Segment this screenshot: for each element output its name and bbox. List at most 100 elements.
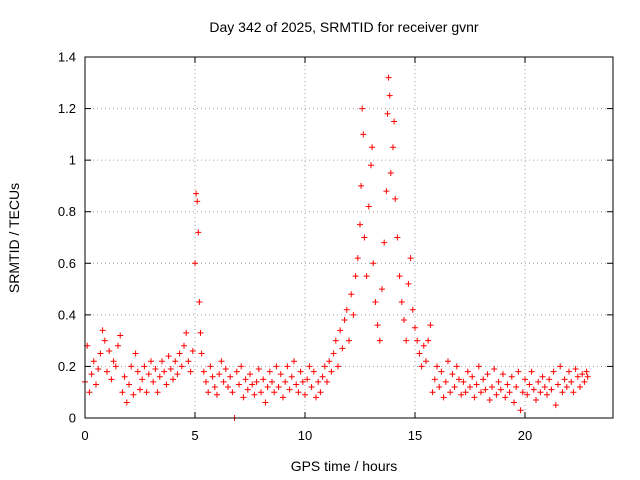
data-point [139, 376, 146, 383]
data-point [106, 347, 113, 354]
data-point [401, 317, 407, 324]
data-point [544, 391, 550, 398]
data-point [244, 386, 251, 393]
axis-ticks: 0 0.2 0.4 0.6 0.8 1 1.2 1.4 0 5 10 15 20 [58, 50, 613, 443]
data-point [379, 286, 385, 293]
data-point [502, 394, 509, 401]
y-tick-label: 0.6 [58, 256, 76, 271]
data-point [579, 371, 586, 378]
data-point [486, 396, 493, 403]
data-point [475, 363, 482, 370]
data-point [137, 386, 143, 393]
data-point [251, 391, 258, 398]
data-point [183, 329, 190, 336]
data-point [165, 353, 172, 360]
data-point [574, 373, 581, 380]
data-point [192, 260, 198, 267]
data-point [583, 368, 590, 375]
data-point [515, 368, 522, 375]
data-point [513, 384, 520, 391]
data-point [495, 378, 502, 385]
data-point [197, 329, 204, 336]
data-point [526, 381, 533, 388]
data-point [326, 358, 333, 365]
data-point [434, 363, 440, 370]
y-tick-label: 1 [69, 153, 76, 168]
data-point [128, 363, 135, 370]
data-point [273, 363, 280, 370]
data-point [195, 229, 202, 236]
data-point [236, 381, 242, 388]
data-point [315, 378, 322, 385]
data-point [383, 188, 390, 195]
data-point [504, 381, 511, 388]
data-point [357, 221, 363, 228]
data-point [193, 190, 200, 197]
data-point [112, 363, 119, 370]
data-point [143, 389, 150, 396]
data-point [552, 402, 559, 409]
data-point [386, 92, 393, 99]
data-point [484, 371, 491, 378]
data-point [390, 144, 396, 151]
x-axis-label: GPS time / hours [291, 458, 398, 474]
grid-lines [85, 57, 613, 418]
y-axis-label: SRMTID / TECUs [6, 183, 22, 293]
data-point [427, 322, 434, 329]
data-point [271, 389, 278, 396]
data-point [381, 239, 388, 246]
data-point [117, 332, 124, 339]
data-point [431, 376, 438, 383]
data-point [108, 376, 115, 383]
data-point [584, 373, 591, 380]
data-point [581, 378, 588, 385]
data-point [269, 378, 275, 385]
data-point [233, 368, 240, 375]
data-point [370, 260, 377, 267]
data-point [141, 363, 148, 370]
x-tick-label: 0 [81, 428, 88, 443]
data-point [548, 386, 555, 393]
data-point [517, 407, 524, 414]
data-point [384, 110, 391, 117]
data-point [310, 368, 317, 375]
data-point [359, 105, 366, 112]
data-point [163, 381, 170, 388]
chart-title: Day 342 of 2025, SRMTID for receiver gvn… [209, 19, 479, 35]
data-point [462, 389, 469, 396]
data-point [227, 373, 234, 380]
data-point [255, 366, 262, 373]
data-point [522, 376, 528, 383]
data-point [392, 195, 399, 202]
data-point [154, 389, 161, 396]
data-point [537, 389, 544, 396]
data-point [222, 366, 229, 373]
data-point [550, 368, 557, 375]
data-point [568, 378, 575, 385]
data-point [332, 337, 339, 344]
data-point [451, 384, 458, 391]
data-point [394, 234, 401, 241]
data-point [469, 373, 476, 380]
data-point [361, 234, 368, 241]
data-point [348, 291, 355, 298]
data-point [130, 391, 137, 398]
data-point [145, 371, 152, 378]
data-point [253, 378, 260, 385]
data-point [302, 391, 308, 398]
data-point [482, 386, 489, 393]
data-point [478, 389, 484, 396]
x-tick-label: 10 [298, 428, 312, 443]
data-points [82, 74, 591, 421]
y-tick-label: 1.4 [58, 50, 76, 65]
data-point [423, 358, 429, 365]
data-point [539, 373, 546, 380]
data-point [159, 358, 165, 365]
data-point [330, 350, 337, 357]
data-point [391, 118, 398, 125]
data-point [174, 371, 181, 378]
data-point [376, 337, 383, 344]
data-point [211, 384, 218, 391]
data-point [497, 386, 504, 393]
